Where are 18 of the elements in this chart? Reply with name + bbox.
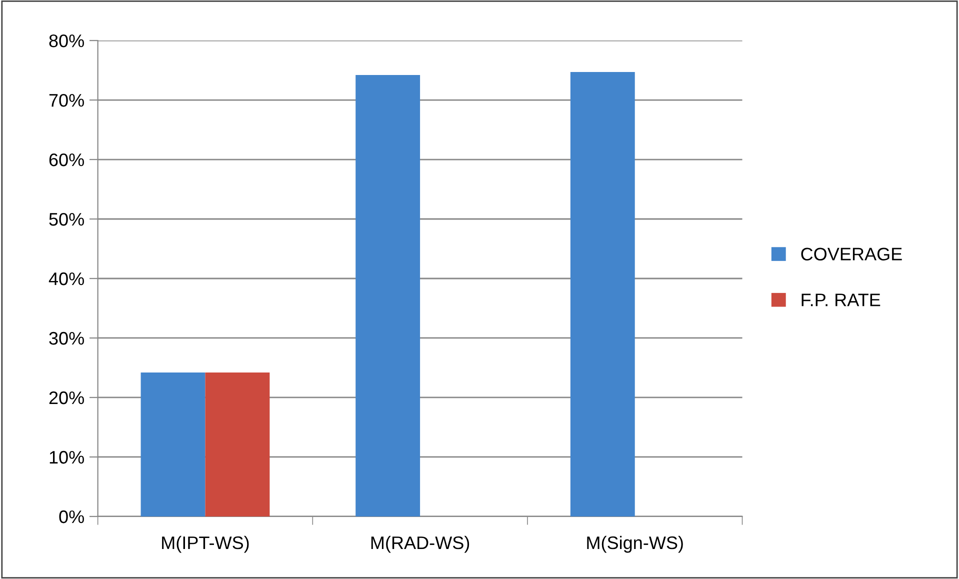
y-tick-label: 40% <box>48 272 84 286</box>
x-tick-label: M(Sign-WS) <box>587 536 683 553</box>
bar <box>570 72 635 516</box>
x-tick-label: M(IPT-WS) <box>162 536 249 553</box>
y-tick-label: 0% <box>59 510 84 524</box>
bar <box>140 372 206 516</box>
legend-label: COVERAGE <box>801 248 902 260</box>
y-tick-label: 20% <box>49 391 84 404</box>
y-tick-label: 60% <box>49 153 84 166</box>
y-tick-label: 10% <box>50 450 84 464</box>
bar <box>356 75 420 516</box>
y-tick-label: 50% <box>49 212 84 226</box>
y-tick-label: 80% <box>49 34 84 48</box>
legend-label: F.P. RATE <box>802 294 880 306</box>
y-tick-label: 70% <box>49 94 84 107</box>
x-tick-label: M(RAD-WS) <box>371 536 470 553</box>
y-tick-label: 30% <box>49 332 84 345</box>
bar <box>205 372 270 516</box>
